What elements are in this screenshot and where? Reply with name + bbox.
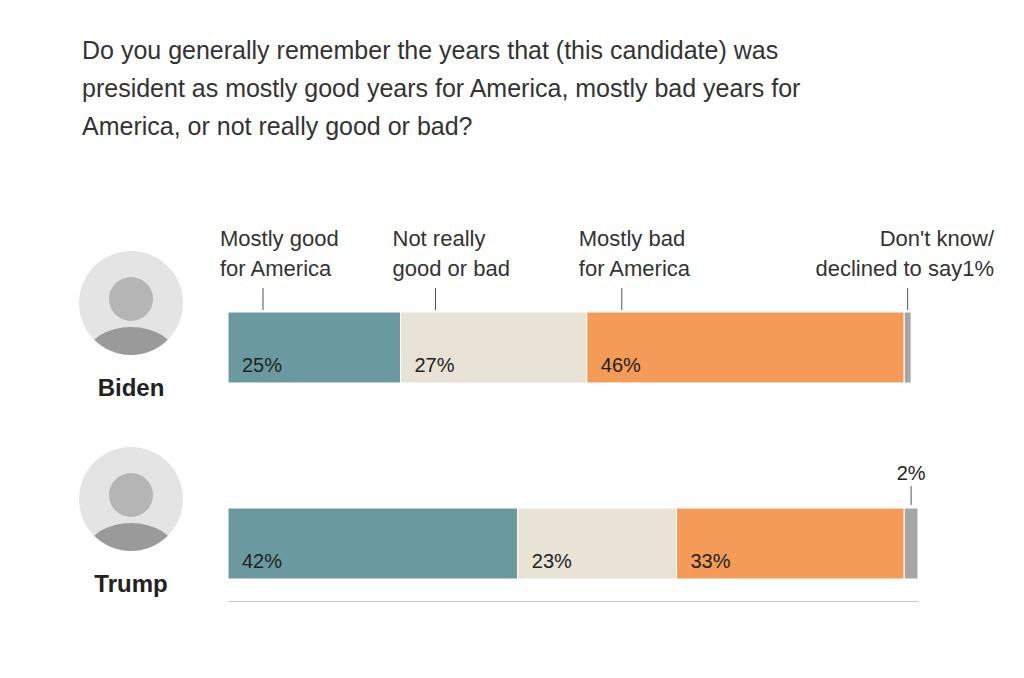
data-label: 1% — [962, 256, 994, 281]
data-labels: 25% 42% 27% 23% 46% 33% 1% 2% — [242, 256, 994, 572]
bar-segment — [904, 312, 911, 383]
legend-label-line: Mostly bad — [579, 226, 685, 251]
portrait — [79, 251, 183, 383]
data-label: 25% — [242, 354, 282, 376]
x-axis-line — [229, 601, 919, 602]
legend-label: Not really good or bad — [393, 226, 510, 281]
legend-label-line: good or bad — [393, 256, 510, 281]
legend-label-line: for America — [579, 256, 691, 281]
x-axis — [229, 601, 919, 602]
portrait — [79, 447, 183, 579]
portrait-head — [109, 277, 153, 321]
data-label: 42% — [242, 550, 282, 572]
portrait-head — [109, 473, 153, 517]
bar-segment — [228, 312, 401, 383]
legend-label-line: declined to say — [815, 256, 962, 281]
leader-line — [907, 288, 908, 310]
bar-segment — [904, 508, 918, 579]
leader-line — [263, 288, 264, 310]
category-label: Trump — [94, 570, 167, 597]
data-label: 33% — [691, 550, 731, 572]
legend-label-line: for America — [220, 256, 332, 281]
bar-segment — [228, 508, 518, 579]
data-label: 23% — [532, 550, 572, 572]
title-line: Do you generally remember the years that… — [82, 36, 778, 64]
leader-line — [911, 486, 912, 505]
title: Do you generally remember the years that… — [82, 36, 800, 140]
leader-line — [621, 288, 622, 310]
legend-label-line: Not really — [393, 226, 486, 251]
legend-label-line: Don't know/ — [880, 226, 995, 251]
bar-segment — [587, 312, 904, 383]
bar-segment — [518, 508, 677, 579]
data-label: 27% — [415, 354, 455, 376]
category-label: Biden — [98, 374, 165, 401]
chart: Do you generally remember the years that… — [0, 0, 1024, 678]
title-line: president as mostly good years for Ameri… — [82, 74, 800, 102]
bars — [228, 312, 918, 579]
legend-label: Don't know/declined to say — [815, 226, 994, 281]
legend-label: Mostly good for America — [220, 226, 339, 281]
bar-segment — [401, 312, 587, 383]
legend-label: Mostly bad for America — [579, 226, 691, 281]
y-axis: Biden Trump — [79, 251, 183, 597]
bar-segment — [677, 508, 905, 579]
leader-line — [435, 288, 436, 310]
data-label: 46% — [601, 354, 641, 376]
legend-label-line: Mostly good — [220, 226, 339, 251]
title-line: America, or not really good or bad? — [82, 112, 473, 140]
data-label: 2% — [897, 462, 926, 484]
legend: Mostly good for America Not really good or … — [220, 226, 995, 310]
